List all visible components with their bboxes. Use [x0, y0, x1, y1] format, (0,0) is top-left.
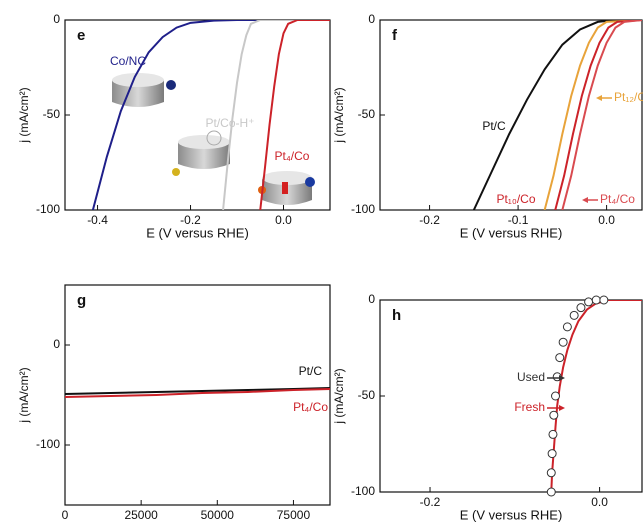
legend-label: Pt₄/Co	[600, 192, 635, 206]
arrow-head	[582, 197, 588, 203]
legend-label: Pt/C	[299, 364, 323, 378]
arrow-head	[559, 375, 565, 381]
x-tick-label: 0	[62, 508, 69, 522]
y-tick-label: -100	[36, 437, 60, 451]
panel-label: f	[392, 27, 398, 44]
legend-label: Co/NC	[110, 54, 146, 68]
x-axis-label: E (V versus RHE)	[460, 507, 563, 522]
marker	[576, 303, 586, 313]
y-tick-label: -100	[36, 202, 60, 216]
y-axis-label: j (mA/cm²)	[17, 87, 31, 143]
marker	[555, 353, 565, 363]
y-tick-label: 0	[368, 12, 375, 26]
x-axis-label: E (V versus RHE)	[460, 225, 563, 240]
y-tick-label: 0	[368, 292, 375, 306]
y-tick-label: -50	[358, 107, 376, 121]
y-tick-label: 0	[53, 12, 60, 26]
x-tick-label: 50000	[201, 508, 235, 522]
panel: -0.4 -0.2 0.0 0 -50 -100 E (V versus RHE) j (mA…	[17, 12, 331, 240]
y-tick-label: -50	[43, 107, 61, 121]
marker	[547, 449, 557, 459]
y-tick-label: 0	[53, 337, 60, 351]
legend-label: Pt₄/Co	[293, 400, 328, 414]
legend-label: Pt/Co-H⁺	[205, 116, 254, 130]
curve	[561, 20, 642, 210]
y-tick-label: -100	[351, 202, 375, 216]
panel-label: e	[77, 27, 85, 44]
panel: -0.2 0.0 0 -50 -100 E (V versus RHE) j (mA/cm²…	[332, 292, 643, 522]
legend-label: Pt/C	[482, 119, 506, 133]
x-tick-label: 0.0	[275, 213, 292, 227]
x-tick-label: 0.0	[591, 495, 608, 509]
curve	[259, 20, 330, 210]
marker	[584, 297, 594, 307]
x-tick-label: 25000	[124, 508, 158, 522]
x-tick-label: 75000	[277, 508, 311, 522]
curve	[554, 20, 642, 210]
panel-label: h	[392, 307, 401, 324]
panel: -0.2 -0.1 0.0 0 -50 -100 E (V versus RHE) j (mA…	[332, 12, 643, 240]
plot-frame	[379, 19, 643, 211]
marker	[546, 487, 556, 497]
marker	[546, 468, 556, 478]
arrow-head	[596, 95, 602, 101]
marker	[548, 429, 558, 439]
marker	[569, 310, 579, 320]
x-tick-label: -0.2	[419, 213, 440, 227]
legend-label: Pt₁₂/Co	[614, 90, 643, 104]
x-tick-label: -0.2	[420, 495, 441, 509]
plot-frame	[64, 284, 331, 506]
legend-label: Used	[517, 370, 545, 384]
x-axis-label: E (V versus RHE)	[146, 225, 249, 240]
plot-frame	[379, 299, 643, 493]
curve	[91, 20, 330, 210]
curve	[550, 300, 642, 492]
marker	[549, 410, 559, 420]
legend-label: Pt₄/Co	[275, 149, 310, 163]
curve	[222, 20, 330, 210]
x-tick-label: -0.2	[180, 213, 201, 227]
x-tick-label: 0.0	[598, 213, 615, 227]
y-axis-label: j (mA/cm²)	[332, 368, 346, 424]
marker	[591, 295, 601, 305]
y-axis-label: j (mA/cm²)	[332, 87, 346, 143]
arrow-head	[559, 405, 565, 411]
y-axis-label: j (mA/cm²)	[17, 367, 31, 423]
panel-label: g	[77, 292, 86, 309]
curve	[472, 20, 642, 210]
marker	[599, 295, 609, 305]
y-tick-label: -50	[358, 388, 376, 402]
legend-label: Fresh	[514, 400, 545, 414]
x-tick-label: -0.1	[508, 213, 529, 227]
marker	[558, 337, 568, 347]
curve	[543, 20, 642, 210]
marker	[562, 322, 572, 332]
x-tick-label: -0.4	[87, 213, 108, 227]
curve	[65, 388, 330, 398]
legend-label: Pt₁₀/Co	[496, 192, 535, 206]
marker	[551, 391, 561, 401]
illustrations	[112, 73, 315, 205]
y-tick-label: -100	[351, 484, 375, 498]
